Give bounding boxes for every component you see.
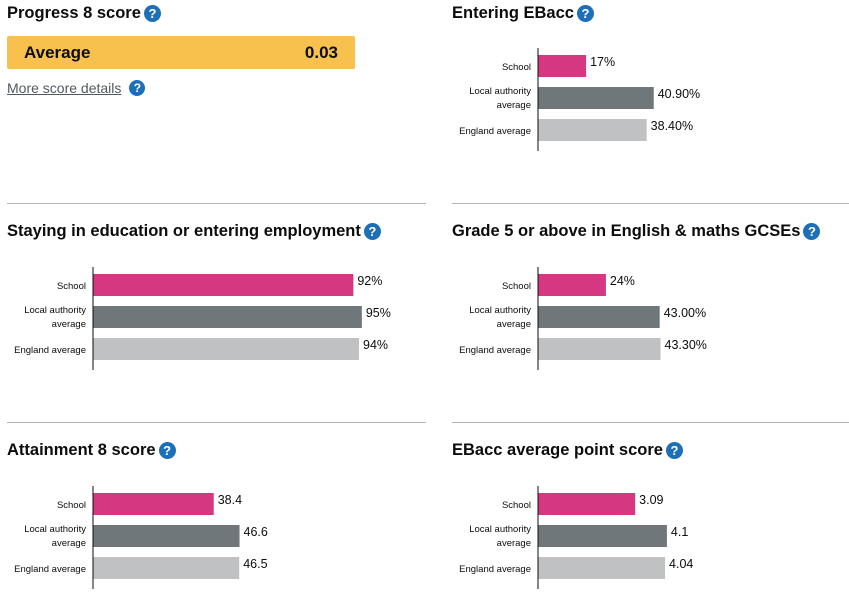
- bar-school: [538, 493, 636, 515]
- value-label-school: 3.09: [639, 493, 663, 507]
- bar-local-authority-average: [93, 525, 240, 547]
- value-label-england-average: 4.04: [669, 557, 693, 571]
- bar-local-authority-average: [538, 87, 654, 109]
- staying-in-education-title: Staying in education or entering employm…: [7, 222, 381, 241]
- progress8-band-label: Average: [24, 42, 91, 62]
- grade5-title: Grade 5 or above in English & maths GCSE…: [452, 222, 821, 241]
- value-label-local-authority-average: 46.6: [244, 525, 268, 539]
- bar-england-average: [538, 557, 666, 579]
- category-label-local-authority-average: Local authority average: [24, 524, 86, 549]
- bar-school: [538, 55, 587, 77]
- bar-england-average: [93, 557, 240, 579]
- bar-school: [93, 274, 354, 296]
- category-label-england-average: England average: [459, 345, 531, 356]
- help-icon[interactable]: ?: [803, 223, 821, 240]
- category-label-local-authority-average: Local authority average: [469, 86, 531, 111]
- category-label-school: School: [502, 62, 531, 73]
- bar-school: [93, 493, 214, 515]
- value-label-school: 92%: [357, 274, 382, 288]
- value-label-england-average: 94%: [363, 338, 388, 352]
- category-label-local-authority-average: Local authority average: [469, 524, 531, 549]
- category-label-england-average: England average: [459, 564, 531, 575]
- value-label-local-authority-average: 43.00%: [664, 306, 706, 320]
- value-label-england-average: 43.30%: [665, 338, 707, 352]
- divider: [7, 203, 426, 204]
- bar-england-average: [538, 338, 661, 360]
- category-label-local-authority-average: Local authority average: [469, 305, 531, 330]
- category-label-school: School: [57, 500, 86, 511]
- bar-england-average: [538, 119, 647, 141]
- bar-local-authority-average: [538, 525, 667, 547]
- value-label-local-authority-average: 4.1: [671, 525, 688, 539]
- category-label-england-average: England average: [14, 564, 86, 575]
- entering-ebacc-chart: 17% School 40.90% Local authority average 38.…: [459, 48, 700, 151]
- ebacc-aps-title: EBacc average point score ?: [452, 441, 683, 460]
- grade5-title-text: Grade 5 or above in English & maths GCSE…: [452, 222, 801, 240]
- attainment8-panel: Attainment 8 score ?: [7, 441, 176, 460]
- progress8-title: Progress 8 score ?: [7, 4, 161, 23]
- value-label-local-authority-average: 95%: [366, 306, 391, 320]
- help-icon[interactable]: ?: [158, 442, 176, 459]
- ebacc-aps-panel: EBacc average point score ?: [452, 441, 683, 460]
- bar-england-average: [93, 338, 360, 360]
- help-icon[interactable]: ?: [143, 5, 161, 22]
- bar-school: [538, 274, 606, 296]
- value-label-local-authority-average: 40.90%: [658, 87, 700, 101]
- help-icon[interactable]: ?: [576, 5, 594, 22]
- category-label-local-authority-average: Local authority average: [24, 305, 86, 330]
- progress8-score-box: Average 0.03: [7, 36, 355, 69]
- category-label-school: School: [57, 281, 86, 292]
- staying-in-education-chart: 92% School 95% Local authority average 94% Eng…: [14, 267, 391, 370]
- value-label-england-average: 38.40%: [651, 119, 693, 133]
- value-label-england-average: 46.5: [243, 557, 267, 571]
- attainment8-title-text: Attainment 8 score: [7, 441, 156, 459]
- bar-local-authority-average: [93, 306, 362, 328]
- divider: [452, 422, 849, 423]
- help-icon[interactable]: ?: [363, 223, 381, 240]
- category-label-england-average: England average: [14, 345, 86, 356]
- help-icon[interactable]: ?: [665, 442, 683, 459]
- progress8-panel: Progress 8 score ?: [7, 4, 161, 23]
- value-label-school: 17%: [590, 55, 615, 69]
- progress8-title-text: Progress 8 score: [7, 4, 141, 22]
- divider: [452, 203, 849, 204]
- grade5-chart: 24% School 43.00% Local authority average 43.…: [459, 267, 707, 370]
- more-score-details-label[interactable]: More score details: [7, 80, 122, 96]
- bar-local-authority-average: [538, 306, 660, 328]
- category-label-school: School: [502, 281, 531, 292]
- divider: [7, 422, 426, 423]
- ebacc-aps-title-text: EBacc average point score: [452, 441, 663, 459]
- category-label-school: School: [502, 500, 531, 511]
- entering-ebacc-title-text: Entering EBacc: [452, 4, 574, 22]
- entering-ebacc-panel: Entering EBacc ?: [452, 4, 594, 23]
- category-label-england-average: England average: [459, 126, 531, 137]
- staying-in-education-title-text: Staying in education or entering employm…: [7, 222, 361, 240]
- help-icon[interactable]: ?: [129, 80, 146, 96]
- progress8-score-value: 0.03: [304, 42, 338, 62]
- attainment8-chart: 38.4 School 46.6 Local authority average 46.5…: [14, 486, 268, 589]
- ebacc-aps-chart: 3.09 School 4.1 Local authority average 4.04 E…: [459, 486, 693, 589]
- value-label-school: 24%: [610, 274, 635, 288]
- attainment8-title: Attainment 8 score ?: [7, 441, 176, 460]
- value-label-school: 38.4: [218, 493, 242, 507]
- more-score-details-link[interactable]: More score details ?: [7, 80, 146, 96]
- entering-ebacc-title: Entering EBacc ?: [452, 4, 594, 23]
- grade5-panel: Grade 5 or above in English & maths GCSE…: [452, 222, 821, 241]
- staying-in-education-panel: Staying in education or entering employm…: [7, 222, 381, 241]
